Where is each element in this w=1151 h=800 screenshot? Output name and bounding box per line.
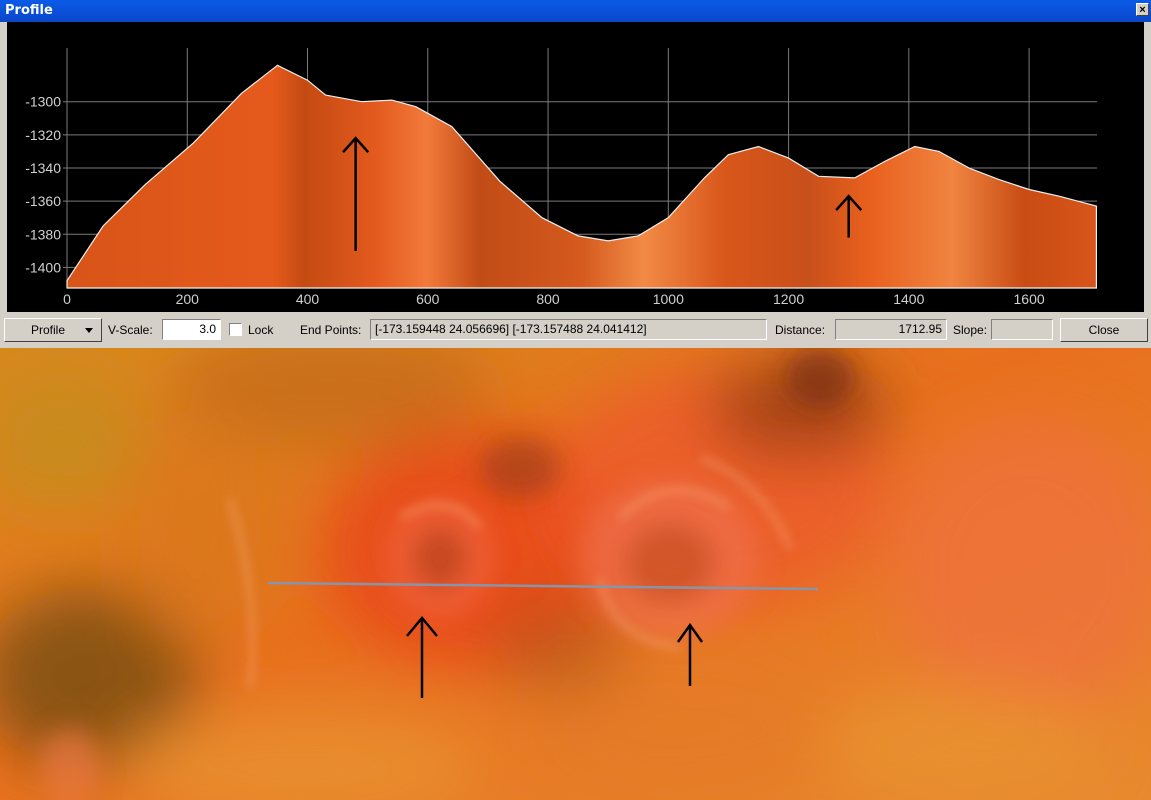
x-tick-label: 400 (296, 291, 320, 307)
elevation-profile-chart: 0 200 400 600 800 1000 1200 1400 1600 -1300 -1320… (25, 48, 1097, 307)
map-arrow-1 (406, 616, 438, 698)
vscale-input[interactable]: 3.0 (162, 319, 221, 340)
profile-arrow-1 (342, 136, 370, 251)
profile-dropdown-label: Profile (31, 323, 66, 337)
x-tick-label: 1200 (773, 291, 804, 307)
x-tick-label: 1000 (653, 291, 684, 307)
profile-arrow-2 (835, 194, 863, 238)
window-title: Profile (5, 3, 53, 18)
y-tick-label: -1380 (25, 226, 61, 242)
x-tick-label: 1400 (893, 291, 924, 307)
terrain-map-view[interactable] (0, 348, 1151, 800)
x-tick-label: 1600 (1014, 291, 1045, 307)
chart-annotations (342, 136, 863, 251)
y-tick-label: -1400 (25, 259, 61, 275)
x-tick-label: 600 (416, 291, 440, 307)
vscale-label: V-Scale: (108, 323, 153, 337)
lock-label: Lock (248, 323, 274, 337)
slope-label: Slope: (953, 323, 988, 337)
lock-checkbox[interactable] (229, 323, 242, 336)
y-tick-label: -1320 (25, 127, 61, 143)
x-tick-label: 800 (536, 291, 560, 307)
map-arrow-2 (676, 622, 704, 686)
slope-field (991, 319, 1053, 340)
chevron-down-icon (85, 328, 93, 333)
x-tick-labels: 0 200 400 600 800 1000 1200 1400 1600 (63, 291, 1045, 307)
y-tick-label: -1300 (25, 94, 61, 110)
profile-dropdown[interactable]: Profile (4, 318, 102, 342)
end-points-label: End Points: (300, 323, 362, 337)
profile-chart-panel: 0 200 400 600 800 1000 1200 1400 1600 -1300 -1320… (7, 22, 1144, 312)
y-tick-label: -1360 (25, 193, 61, 209)
distance-label: Distance: (775, 323, 826, 337)
y-tick-label: -1340 (25, 160, 61, 176)
end-points-field: [-173.159448 24.056696] [-173.157488 24.… (370, 319, 767, 340)
distance-field: 1712.95 (835, 319, 947, 340)
x-tick-label: 200 (176, 291, 200, 307)
close-button[interactable]: Close (1060, 318, 1148, 342)
title-bar: Profile × (0, 0, 1151, 22)
x-tick-label: 0 (63, 291, 71, 307)
terrain-map-canvas[interactable] (0, 348, 1151, 800)
y-tick-labels: -1300 -1320 -1340 -1360 -1380 -1400 (25, 94, 61, 276)
close-icon[interactable]: × (1136, 3, 1149, 16)
profile-area (66, 64, 1097, 289)
profile-transect-line[interactable] (267, 581, 819, 591)
profile-toolbar: Profile V-Scale: 3.0 Lock End Points: [-… (0, 312, 1151, 348)
